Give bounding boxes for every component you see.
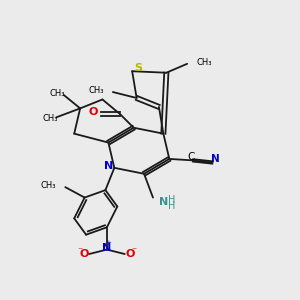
Text: S: S <box>135 63 143 73</box>
Text: CH₃: CH₃ <box>196 58 212 67</box>
Text: H: H <box>168 195 175 205</box>
Text: C: C <box>187 152 194 161</box>
Text: CH₃: CH₃ <box>88 86 104 95</box>
Text: CH₃: CH₃ <box>50 89 65 98</box>
Text: N: N <box>211 154 220 164</box>
Text: CH₃: CH₃ <box>41 181 56 190</box>
Text: H: H <box>168 201 175 211</box>
Text: CH₃: CH₃ <box>42 114 58 123</box>
Text: N: N <box>102 243 112 253</box>
Text: ⁻: ⁻ <box>131 246 136 256</box>
Text: +: + <box>105 240 111 246</box>
Text: N: N <box>104 161 114 171</box>
Text: O: O <box>125 249 135 259</box>
Text: N: N <box>159 197 168 207</box>
Text: O: O <box>79 249 88 259</box>
Text: ⁻: ⁻ <box>78 246 83 256</box>
Text: O: O <box>89 107 98 117</box>
